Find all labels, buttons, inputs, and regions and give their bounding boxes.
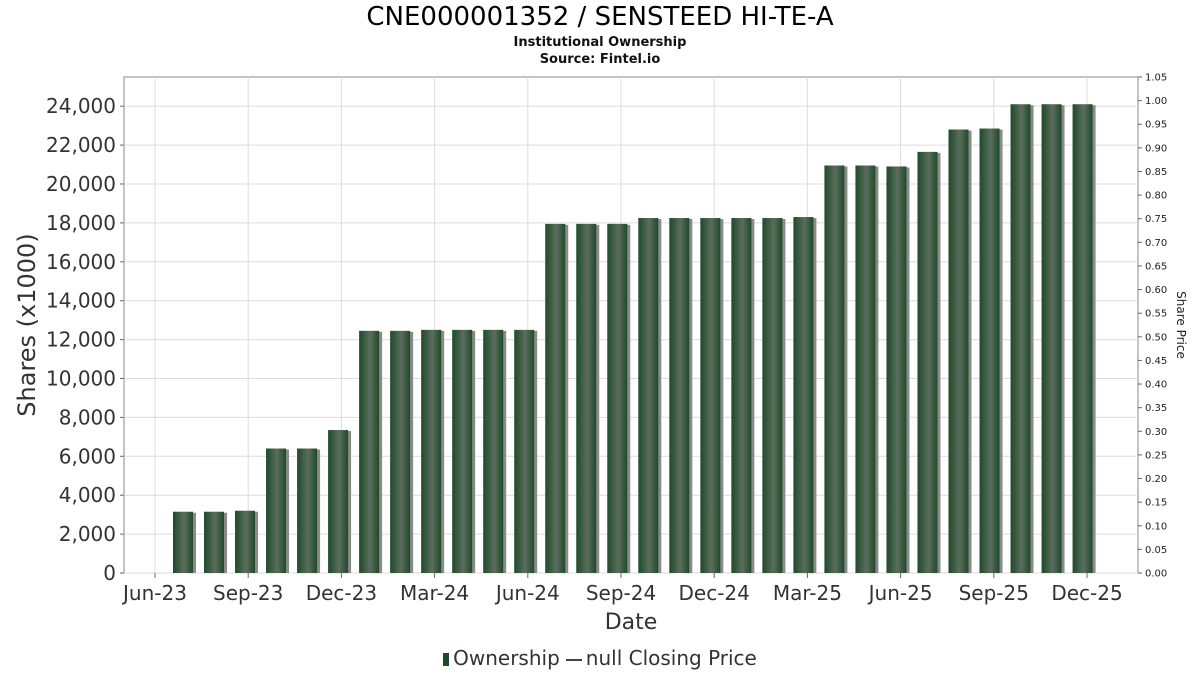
ownership-bar bbox=[173, 511, 193, 573]
ownership-bar bbox=[855, 165, 876, 573]
y2-tick-label: 0.00 bbox=[1145, 569, 1167, 580]
price-legend-line bbox=[565, 658, 582, 661]
ownership-bar bbox=[979, 128, 1000, 573]
y2-tick-label: 0.10 bbox=[1145, 521, 1167, 532]
x-tick-label: Dec-24 bbox=[679, 581, 750, 605]
y2-tick-label: 0.90 bbox=[1145, 143, 1167, 154]
ownership-bar bbox=[731, 218, 752, 574]
x-tick-label: Dec-23 bbox=[306, 581, 377, 605]
y2-tick-label: 0.20 bbox=[1145, 474, 1167, 485]
y2-tick-label: 0.50 bbox=[1145, 332, 1167, 343]
y-tick-label: 14,000 bbox=[46, 289, 116, 313]
y-tick-label: 22,000 bbox=[46, 133, 116, 157]
y2-tick-label: 0.60 bbox=[1145, 285, 1167, 296]
ownership-bar bbox=[762, 218, 783, 574]
y-tick-label: 20,000 bbox=[46, 172, 116, 196]
y2-tick-label: 0.70 bbox=[1145, 238, 1167, 249]
x-tick-label: Sep-23 bbox=[213, 581, 283, 605]
ownership-bar bbox=[700, 218, 721, 574]
ownership-bar bbox=[607, 223, 628, 573]
x-axis-title: Date bbox=[605, 610, 658, 635]
ownership-bar bbox=[483, 329, 504, 573]
y2-tick-label: 1.05 bbox=[1145, 73, 1167, 84]
chart-title: CNE000001352 / SENSTEED HI-TE-A bbox=[366, 2, 834, 32]
ownership-bar bbox=[917, 151, 938, 573]
ownership-bar bbox=[793, 217, 814, 573]
y-tick-label: 12,000 bbox=[46, 328, 116, 352]
x-tick-label: Sep-25 bbox=[959, 581, 1029, 605]
y-axis-title: Shares (x1000) bbox=[13, 233, 41, 416]
y-tick-label: 8,000 bbox=[59, 405, 116, 429]
ownership-bar bbox=[266, 448, 287, 573]
x-tick-label: Jun-24 bbox=[494, 581, 560, 605]
ownership-bar bbox=[576, 223, 597, 573]
ownership-bar bbox=[545, 223, 566, 573]
y-tick-label: 10,000 bbox=[46, 366, 116, 390]
ownership-bar bbox=[638, 218, 659, 574]
y2-tick-label: 0.55 bbox=[1145, 309, 1167, 320]
chart-source: Source: Fintel.io bbox=[539, 52, 661, 67]
chart-subtitle: Institutional Ownership bbox=[513, 35, 687, 50]
ownership-bar bbox=[669, 218, 690, 574]
y-tick-label: 16,000 bbox=[46, 250, 116, 274]
y2-tick-label: 0.75 bbox=[1145, 214, 1167, 225]
ownership-bar bbox=[328, 430, 349, 573]
ownership-bar bbox=[235, 510, 256, 573]
y2-tick-label: 0.30 bbox=[1145, 427, 1167, 438]
y2-tick-label: 0.85 bbox=[1145, 167, 1167, 178]
x-tick-label: Jun-23 bbox=[121, 581, 187, 605]
y-tick-label: 2,000 bbox=[59, 522, 116, 546]
ownership-bar bbox=[948, 129, 969, 574]
y2-tick-label: 1.00 bbox=[1145, 96, 1167, 107]
y2-tick-label: 0.65 bbox=[1145, 261, 1167, 272]
y2-axis-title: Share Price bbox=[1174, 291, 1188, 359]
ownership-bar bbox=[1041, 104, 1062, 573]
ownership-legend-label: Ownership bbox=[453, 646, 560, 670]
legend: Ownership null Closing Price bbox=[0, 646, 1200, 670]
y-tick-label: 6,000 bbox=[59, 444, 116, 468]
y2-tick-label: 0.45 bbox=[1145, 356, 1167, 367]
ownership-bar bbox=[824, 165, 845, 573]
x-tick-label: Mar-25 bbox=[773, 581, 842, 605]
y2-tick-label: 0.25 bbox=[1145, 450, 1167, 461]
y-tick-label: 4,000 bbox=[59, 483, 116, 507]
y-tick-label: 24,000 bbox=[46, 94, 116, 118]
ownership-bar bbox=[1072, 104, 1093, 573]
ownership-bar bbox=[886, 166, 907, 574]
ownership-bar bbox=[297, 448, 318, 573]
ownership-bar bbox=[421, 329, 442, 573]
y2-tick-label: 0.95 bbox=[1145, 120, 1167, 131]
ownership-legend-swatch bbox=[443, 653, 450, 666]
ownership-bar bbox=[359, 330, 380, 573]
x-tick-label: Dec-25 bbox=[1051, 581, 1122, 605]
y-tick-label: 0 bbox=[103, 561, 116, 585]
price-legend-label: null Closing Price bbox=[585, 646, 757, 670]
ownership-bar bbox=[390, 330, 411, 573]
y-tick-label: 18,000 bbox=[46, 211, 116, 235]
ownership-bar bbox=[1010, 104, 1031, 573]
x-tick-label: Sep-24 bbox=[586, 581, 656, 605]
x-tick-label: Jun-25 bbox=[867, 581, 933, 605]
ownership-bar bbox=[452, 329, 473, 573]
y2-tick-label: 0.80 bbox=[1145, 191, 1167, 202]
y2-tick-label: 0.40 bbox=[1145, 380, 1167, 391]
y2-tick-label: 0.05 bbox=[1145, 545, 1167, 556]
x-tick-label: Mar-24 bbox=[400, 581, 469, 605]
y2-tick-label: 0.35 bbox=[1145, 403, 1167, 414]
y2-tick-label: 0.15 bbox=[1145, 498, 1167, 509]
ownership-bar bbox=[204, 511, 225, 573]
ownership-bar bbox=[514, 329, 535, 573]
